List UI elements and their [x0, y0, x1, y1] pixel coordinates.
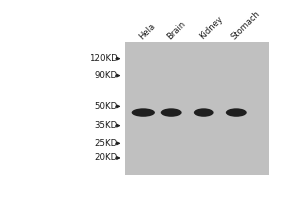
Text: 50KD: 50KD: [94, 102, 118, 111]
Text: Brain: Brain: [165, 19, 187, 41]
Text: Kidney: Kidney: [197, 14, 224, 41]
Text: 120KD: 120KD: [89, 54, 118, 63]
Ellipse shape: [161, 108, 182, 117]
Text: Hela: Hela: [137, 21, 157, 41]
Text: Stomach: Stomach: [230, 9, 262, 41]
Text: 20KD: 20KD: [94, 153, 118, 162]
Ellipse shape: [132, 108, 155, 117]
Text: 35KD: 35KD: [94, 121, 118, 130]
Ellipse shape: [226, 108, 247, 117]
Bar: [125, 42, 269, 175]
Ellipse shape: [194, 108, 214, 117]
Text: 90KD: 90KD: [94, 71, 118, 80]
Text: 25KD: 25KD: [94, 139, 118, 148]
